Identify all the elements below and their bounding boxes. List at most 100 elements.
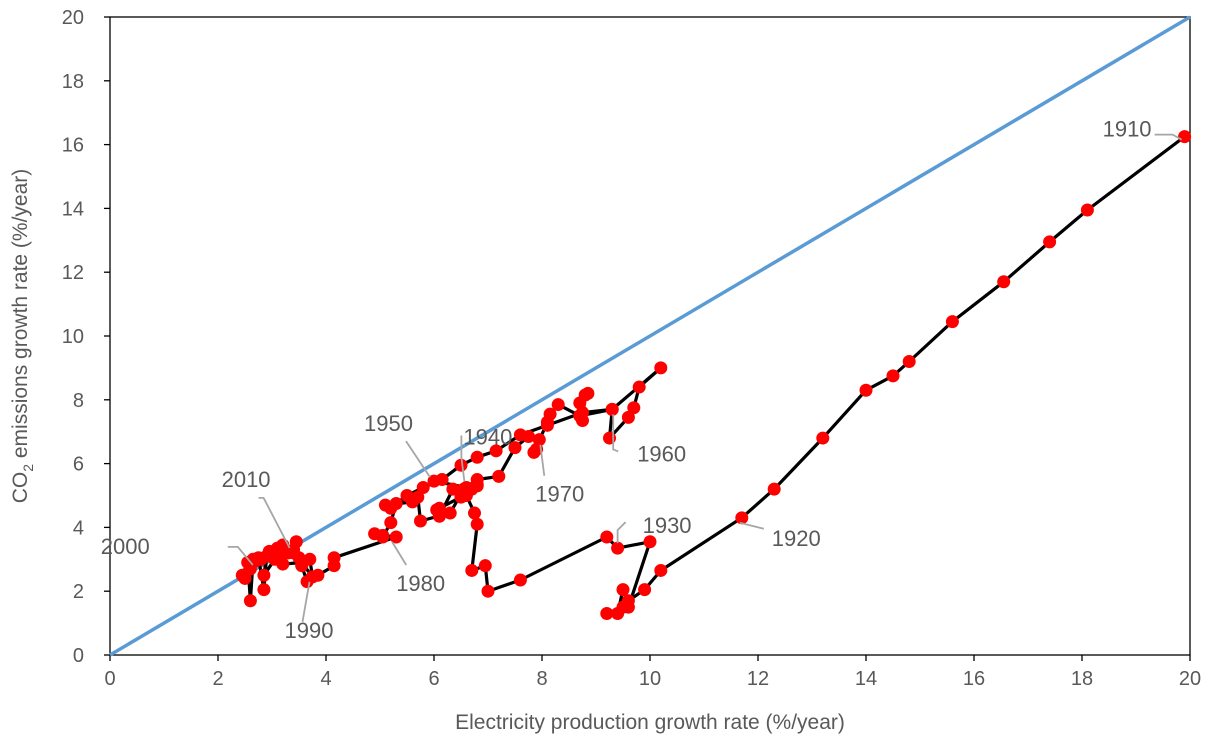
y-tick-label: 20 (62, 7, 84, 29)
data-point (492, 469, 506, 483)
annotation-label: 1940 (463, 425, 512, 450)
data-point (468, 506, 481, 520)
data-point (605, 402, 619, 416)
data-point (513, 428, 527, 442)
data-point (400, 489, 414, 502)
annotation-leader (1154, 133, 1183, 141)
y-axis-title-prefix: CO (9, 472, 32, 504)
data-point (654, 563, 668, 577)
data-point (376, 528, 390, 542)
x-axis-title: Electricity production growth rate (%/ye… (455, 711, 845, 734)
data-point (638, 583, 652, 597)
annotation-label: 1910 (1103, 117, 1152, 142)
data-point (389, 530, 403, 544)
data-point (859, 383, 873, 397)
annotation-leader (539, 444, 546, 476)
y-tick-label: 10 (62, 326, 84, 348)
annotation-leader (405, 440, 431, 478)
annotation-label: 1930 (643, 513, 692, 538)
data-point (432, 501, 446, 515)
data-point (470, 517, 484, 531)
data-point (627, 401, 641, 415)
data-point (945, 315, 959, 329)
y-tick-label: 8 (73, 390, 84, 412)
data-point (481, 584, 495, 598)
data-points (235, 130, 1192, 621)
data-point (465, 563, 479, 577)
data-point (616, 583, 630, 597)
data-point (527, 445, 541, 459)
data-point (600, 530, 614, 544)
annotation-leader (612, 414, 619, 453)
data-point (621, 410, 635, 424)
data-point (257, 568, 271, 582)
data-point (446, 482, 460, 496)
y-axis-title-subscript: 2 (20, 464, 36, 472)
x-tick-label: 0 (104, 668, 115, 690)
data-point (767, 482, 781, 496)
data-point (414, 514, 427, 528)
data-point (816, 431, 830, 445)
data-point (643, 535, 657, 549)
x-tick-label: 20 (1179, 668, 1201, 690)
y-tick-label: 0 (73, 645, 84, 667)
annotation-label: 1970 (535, 482, 584, 507)
data-point (457, 482, 471, 496)
annotation-label: 1980 (396, 571, 445, 596)
annotation-leader (227, 546, 254, 566)
y-tick-label: 16 (62, 135, 84, 157)
data-point (384, 516, 398, 530)
annotation-leader (460, 435, 466, 482)
y-tick-label: 12 (62, 262, 84, 284)
y-axis-title-suffix: emissions growth rate (%/year) (9, 169, 32, 464)
data-point (295, 555, 309, 569)
data-point (997, 275, 1011, 289)
annotation-leader (391, 541, 407, 566)
x-tick-label: 10 (639, 668, 661, 690)
annotation-leader (616, 521, 627, 544)
annotations: 1910 1920 1930 1940 1950 1960 1970 1980 1990 2000… (101, 117, 1183, 643)
data-point (470, 450, 484, 464)
data-point (389, 496, 403, 510)
data-point (581, 386, 595, 400)
data-point (306, 570, 319, 584)
data-point (1043, 235, 1057, 249)
y-tick-label: 2 (73, 581, 84, 603)
x-tick-label: 14 (855, 668, 877, 690)
y-tick-label: 4 (73, 517, 84, 539)
data-point (576, 406, 589, 420)
data-point (513, 573, 527, 587)
x-tick-label: 2 (212, 668, 223, 690)
data-point (238, 571, 252, 585)
data-point (327, 559, 341, 573)
x-tick-label: 18 (1071, 668, 1093, 690)
tick-labels: 0 2 4 6 8 10 12 14 16 18 20 0 2 4 6 8 10 12 14 16 18 20 (62, 7, 1201, 690)
annotation-leader (739, 521, 765, 530)
data-point (540, 418, 554, 432)
data-point (435, 473, 449, 487)
x-tick-label: 4 (320, 668, 331, 690)
x-tick-label: 12 (747, 668, 769, 690)
y-axis-title: CO2 emissions growth rate (%/year) (9, 169, 36, 504)
annotation-label: 2010 (222, 467, 271, 492)
annotation-label: 1920 (772, 526, 821, 551)
axes (104, 16, 1191, 661)
data-point (543, 407, 557, 421)
data-point (508, 441, 522, 455)
data-point (289, 535, 303, 549)
data-point (478, 559, 492, 573)
data-point (470, 473, 484, 487)
x-tick-label: 16 (963, 668, 985, 690)
data-point (254, 552, 268, 566)
data-point (411, 490, 425, 504)
x-tick-label: 8 (536, 668, 547, 690)
data-point (454, 458, 468, 472)
x-tick-label: 6 (428, 668, 439, 690)
data-point (611, 541, 625, 555)
data-point (1080, 203, 1094, 217)
data-point (378, 498, 392, 512)
annotation-label: 1960 (637, 441, 686, 466)
data-point (443, 506, 457, 520)
data-point (735, 511, 749, 525)
